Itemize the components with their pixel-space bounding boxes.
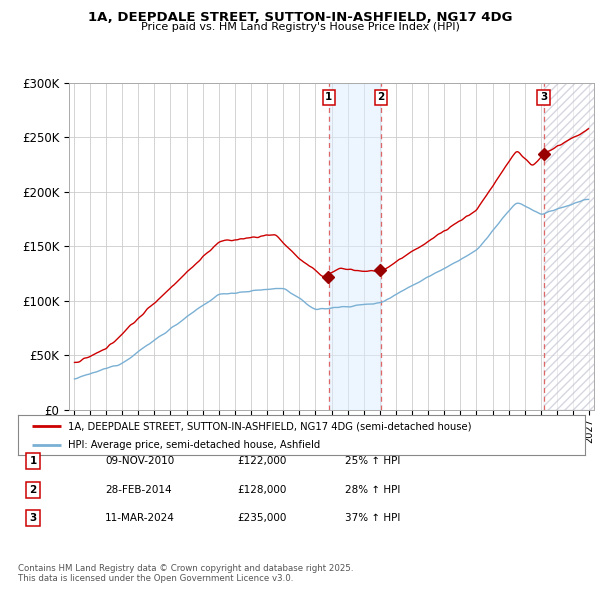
Text: £128,000: £128,000 xyxy=(237,485,286,494)
Bar xyxy=(329,83,381,410)
Text: 2: 2 xyxy=(29,485,37,494)
Text: 1A, DEEPDALE STREET, SUTTON-IN-ASHFIELD, NG17 4DG: 1A, DEEPDALE STREET, SUTTON-IN-ASHFIELD,… xyxy=(88,11,512,24)
Text: 28-FEB-2014: 28-FEB-2014 xyxy=(105,485,172,494)
Text: HPI: Average price, semi-detached house, Ashfield: HPI: Average price, semi-detached house,… xyxy=(68,440,320,450)
Text: Price paid vs. HM Land Registry's House Price Index (HPI): Price paid vs. HM Land Registry's House … xyxy=(140,22,460,32)
Text: 3: 3 xyxy=(540,93,547,102)
Text: Contains HM Land Registry data © Crown copyright and database right 2025.
This d: Contains HM Land Registry data © Crown c… xyxy=(18,563,353,583)
Text: 37% ↑ HPI: 37% ↑ HPI xyxy=(345,513,400,523)
Text: 1: 1 xyxy=(325,93,332,102)
Text: 1: 1 xyxy=(29,457,37,466)
Text: 3: 3 xyxy=(29,513,37,523)
Text: 1A, DEEPDALE STREET, SUTTON-IN-ASHFIELD, NG17 4DG (semi-detached house): 1A, DEEPDALE STREET, SUTTON-IN-ASHFIELD,… xyxy=(68,421,472,431)
Text: 28% ↑ HPI: 28% ↑ HPI xyxy=(345,485,400,494)
Text: 09-NOV-2010: 09-NOV-2010 xyxy=(105,457,174,466)
Text: £122,000: £122,000 xyxy=(237,457,286,466)
Text: 11-MAR-2024: 11-MAR-2024 xyxy=(105,513,175,523)
Text: £235,000: £235,000 xyxy=(237,513,286,523)
Text: 25% ↑ HPI: 25% ↑ HPI xyxy=(345,457,400,466)
Text: 2: 2 xyxy=(377,93,385,102)
